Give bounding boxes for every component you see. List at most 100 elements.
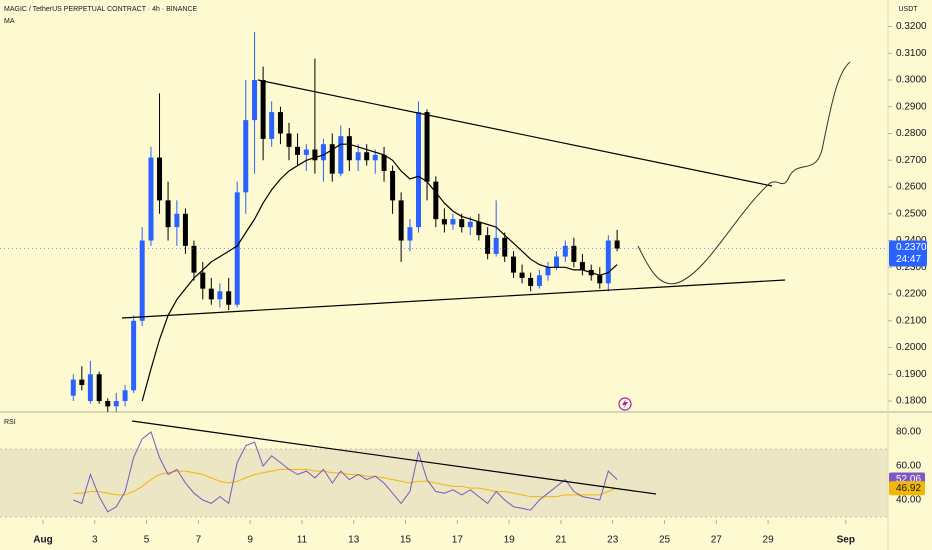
rsi-lines	[73, 431, 618, 513]
candle-body	[467, 221, 473, 228]
candle-body	[174, 213, 180, 228]
candle-body	[502, 237, 508, 257]
x-tick-label: 15	[400, 535, 412, 546]
support-trendline	[121, 279, 786, 319]
x-tick-label: 17	[452, 535, 464, 546]
candle-body	[70, 379, 76, 396]
projection-path	[637, 61, 851, 285]
candles	[70, 31, 620, 412]
candle-body	[597, 275, 603, 284]
rsi-tick-label: 80.00	[896, 427, 921, 438]
candle-body	[79, 379, 85, 385]
rsi-band	[0, 448, 888, 517]
x-tick-label: 11	[297, 535, 308, 546]
candle-body	[252, 79, 258, 121]
candle-body	[415, 112, 421, 228]
candle-body	[208, 288, 214, 300]
x-tick-label: 5	[144, 535, 150, 546]
event-circle[interactable]	[618, 397, 632, 411]
x-tick-label: 25	[659, 535, 671, 546]
y-tick-label: 0.1900	[896, 369, 927, 380]
y-tick-label: 0.2200	[896, 289, 927, 300]
currency: USDT	[898, 6, 918, 13]
candle-body	[113, 401, 119, 407]
y-tick-label: 0.2000	[896, 342, 927, 353]
x-tick-label: 19	[504, 535, 516, 546]
resistance-trendline	[257, 79, 773, 187]
candle-body	[87, 374, 93, 402]
x-tick-label: 21	[555, 535, 567, 546]
candle-body	[329, 144, 335, 174]
candle-body	[122, 390, 128, 402]
candle-body	[200, 272, 206, 289]
candle-body	[519, 272, 525, 278]
last-price-label: 0.2370	[896, 242, 927, 253]
rsi-line	[73, 431, 618, 513]
candle-body	[217, 291, 223, 300]
candle-body	[277, 112, 283, 134]
y-tick-label: 0.2800	[896, 128, 927, 139]
event-bolt[interactable]	[622, 399, 628, 409]
candle-body	[441, 219, 447, 225]
x-tick-label: Sep	[837, 535, 855, 546]
candle-body	[260, 79, 266, 139]
candle-body	[303, 149, 309, 155]
y-tick-label: 0.2300	[896, 262, 927, 273]
candle-body	[450, 219, 456, 225]
candle-body	[511, 256, 517, 273]
candle-body	[286, 133, 292, 147]
candle-body	[485, 235, 491, 254]
candle-body	[433, 181, 439, 220]
candle-body	[528, 277, 534, 286]
candle-body	[614, 240, 620, 249]
candle-body	[269, 112, 275, 139]
candle-body	[139, 240, 145, 321]
drawings	[121, 61, 851, 495]
candle-body	[234, 192, 240, 305]
y-tick-label: 0.1800	[896, 396, 927, 407]
x-tick-label: 13	[348, 535, 360, 546]
candle-body	[346, 136, 352, 161]
candle-body	[545, 267, 551, 276]
x-tick-label: Aug	[33, 535, 52, 546]
y-tick-label: 0.2700	[896, 155, 927, 166]
y-tick-label: 0.2100	[896, 315, 927, 326]
y-tick-label: 0.3000	[896, 75, 927, 86]
y-tick-label: 0.3200	[896, 21, 927, 32]
candle-body	[493, 237, 499, 254]
candle-body	[407, 227, 413, 241]
rsi-tick-label: 60.00	[896, 461, 921, 472]
x-tick-label: 7	[196, 535, 202, 546]
candle-body	[605, 240, 611, 284]
candle-body	[554, 256, 560, 268]
y-tick-label: 0.2900	[896, 101, 927, 112]
x-tick-label: 27	[711, 535, 723, 546]
chart-title: MAGIC / TetherUS PERPETUAL CONTRACT · 4h…	[4, 6, 198, 13]
rsi-trendline	[131, 420, 657, 495]
candle-body	[338, 136, 344, 174]
candle-body	[295, 146, 301, 155]
candle-body	[157, 157, 163, 201]
rsi-tick-label: 40.00	[896, 495, 921, 506]
x-tick-label: 29	[763, 535, 775, 546]
candle-body	[320, 144, 326, 161]
candle-body	[381, 154, 387, 171]
countdown: 24:47	[896, 254, 921, 265]
x-tick-label: 23	[607, 535, 619, 546]
rsi-value-label: 52.06	[896, 474, 921, 485]
candle-body	[476, 221, 482, 236]
candle-body	[148, 157, 154, 241]
x-tick-label: 3	[92, 535, 98, 546]
rsi-value-label: 46.92	[896, 483, 921, 494]
event-icon[interactable]	[618, 397, 632, 411]
candle-body	[571, 245, 577, 262]
y-tick-label: 0.3100	[896, 48, 927, 59]
candle-body	[536, 275, 542, 286]
legend-ma: MA	[4, 18, 15, 25]
candle-body	[372, 154, 378, 161]
candle-body	[364, 152, 370, 161]
candle-body	[312, 149, 318, 161]
candle-body	[131, 320, 137, 391]
candle-body	[165, 200, 171, 228]
